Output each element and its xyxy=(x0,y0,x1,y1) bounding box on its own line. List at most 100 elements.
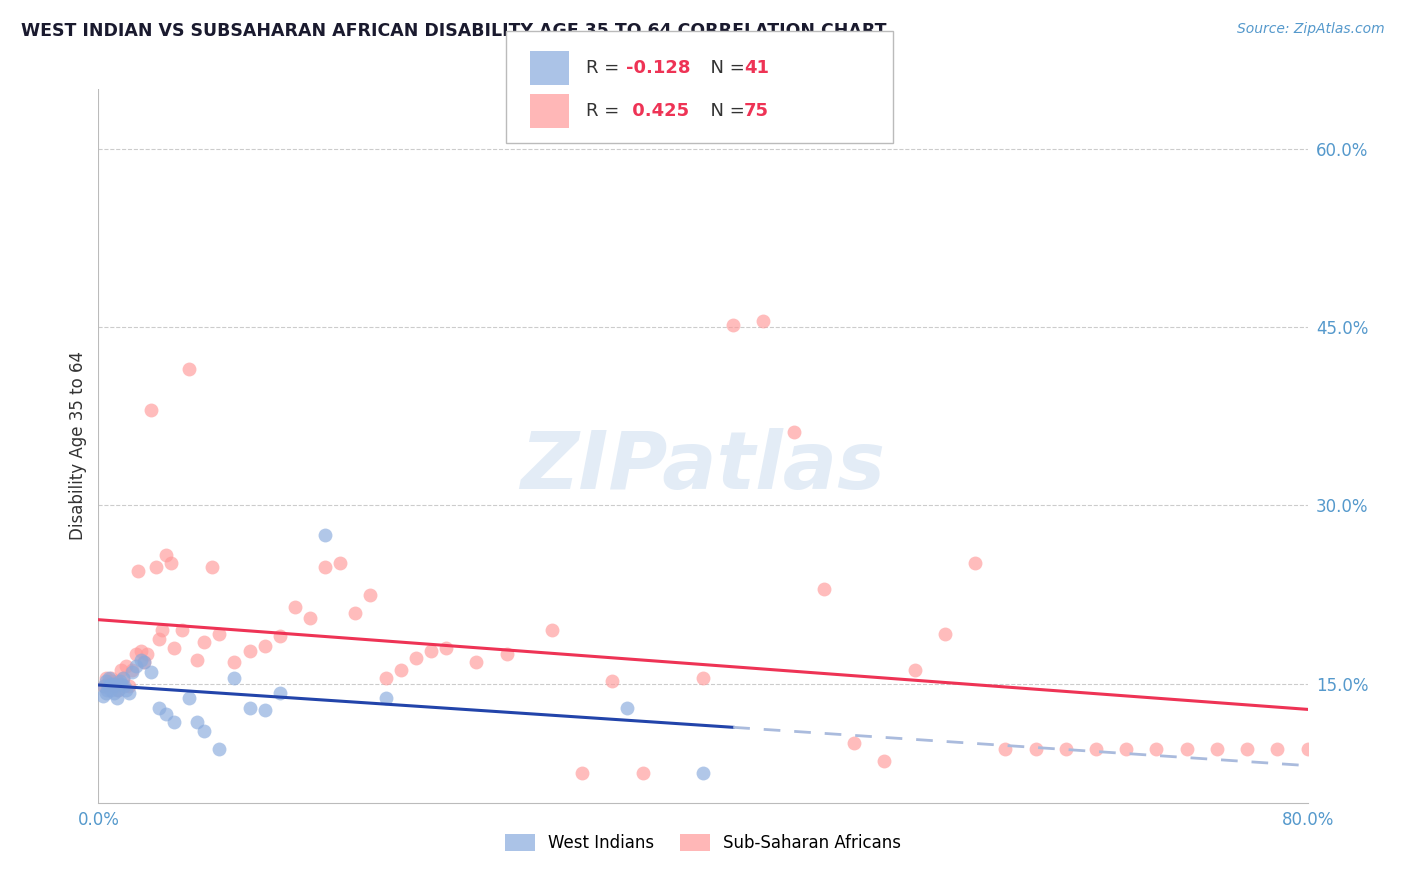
Point xyxy=(98,679,121,693)
Point xyxy=(1144,742,1167,756)
Text: R =: R = xyxy=(586,102,626,120)
Point xyxy=(94,686,117,700)
Point xyxy=(110,677,132,691)
Point xyxy=(692,766,714,780)
Point xyxy=(155,549,177,563)
Point xyxy=(96,682,118,697)
Point xyxy=(160,556,183,570)
Point xyxy=(132,656,155,670)
Point xyxy=(616,700,638,714)
Point xyxy=(602,674,624,689)
Point xyxy=(420,643,443,657)
Point xyxy=(100,671,122,685)
Text: Source: ZipAtlas.com: Source: ZipAtlas.com xyxy=(1237,22,1385,37)
Point xyxy=(93,679,115,693)
Point xyxy=(934,627,956,641)
Point xyxy=(434,641,457,656)
Point xyxy=(1085,742,1108,756)
Point xyxy=(1296,742,1319,756)
Point xyxy=(904,663,927,677)
Text: R =: R = xyxy=(586,59,626,77)
Point xyxy=(114,659,136,673)
Point xyxy=(269,686,291,700)
Point xyxy=(103,679,125,693)
Point xyxy=(101,674,124,689)
Point xyxy=(783,425,806,439)
Point xyxy=(141,665,163,679)
Point xyxy=(571,766,593,780)
Point xyxy=(1115,742,1137,756)
Point xyxy=(752,314,775,328)
Point xyxy=(193,635,215,649)
Point xyxy=(110,663,132,677)
Point xyxy=(314,560,336,574)
Point xyxy=(125,647,148,661)
Point xyxy=(1267,742,1289,756)
Point xyxy=(150,624,173,638)
Point xyxy=(105,674,128,689)
Point xyxy=(105,691,128,706)
Point xyxy=(239,643,262,657)
Point xyxy=(121,665,143,679)
Point xyxy=(179,691,201,706)
Point xyxy=(253,703,276,717)
Point xyxy=(269,629,291,643)
Point xyxy=(129,653,152,667)
Point xyxy=(208,627,231,641)
Point xyxy=(314,528,336,542)
Point xyxy=(631,766,654,780)
Point xyxy=(118,679,141,693)
Text: 41: 41 xyxy=(744,59,769,77)
Point xyxy=(100,682,122,697)
Point xyxy=(540,624,562,638)
Point xyxy=(186,714,208,729)
Point xyxy=(360,588,382,602)
Point xyxy=(125,659,148,673)
Point xyxy=(96,677,118,691)
Text: N =: N = xyxy=(699,59,751,77)
Point xyxy=(344,606,367,620)
Point xyxy=(1327,742,1350,756)
Point xyxy=(127,564,149,578)
Point xyxy=(163,714,186,729)
Text: -0.128: -0.128 xyxy=(626,59,690,77)
Point xyxy=(141,403,163,417)
Point xyxy=(1175,742,1198,756)
Point xyxy=(148,632,170,646)
Text: ZIPatlas: ZIPatlas xyxy=(520,428,886,507)
Point xyxy=(179,361,201,376)
Point xyxy=(873,754,896,768)
Point xyxy=(118,686,141,700)
Point xyxy=(1206,742,1229,756)
Point xyxy=(389,663,412,677)
Text: N =: N = xyxy=(699,102,751,120)
Point xyxy=(101,679,124,693)
Point xyxy=(374,691,396,706)
Point xyxy=(112,679,135,693)
Point xyxy=(135,647,157,661)
Point xyxy=(93,679,115,693)
Point xyxy=(107,682,129,697)
Point xyxy=(186,653,208,667)
Y-axis label: Disability Age 35 to 64: Disability Age 35 to 64 xyxy=(69,351,87,541)
Point xyxy=(253,639,276,653)
Point xyxy=(94,674,117,689)
Point xyxy=(104,679,127,693)
Point xyxy=(114,682,136,697)
Point xyxy=(994,742,1017,756)
Point xyxy=(201,560,224,574)
Point xyxy=(170,624,193,638)
Point xyxy=(121,663,143,677)
Point xyxy=(284,599,307,614)
Point xyxy=(1054,742,1077,756)
Text: 75: 75 xyxy=(744,102,769,120)
Point xyxy=(208,742,231,756)
Point xyxy=(108,674,131,689)
Point xyxy=(103,677,125,691)
Text: WEST INDIAN VS SUBSAHARAN AFRICAN DISABILITY AGE 35 TO 64 CORRELATION CHART: WEST INDIAN VS SUBSAHARAN AFRICAN DISABI… xyxy=(21,22,887,40)
Point xyxy=(193,724,215,739)
Point xyxy=(111,671,134,685)
Point xyxy=(148,700,170,714)
Point xyxy=(129,643,152,657)
Point xyxy=(98,679,121,693)
